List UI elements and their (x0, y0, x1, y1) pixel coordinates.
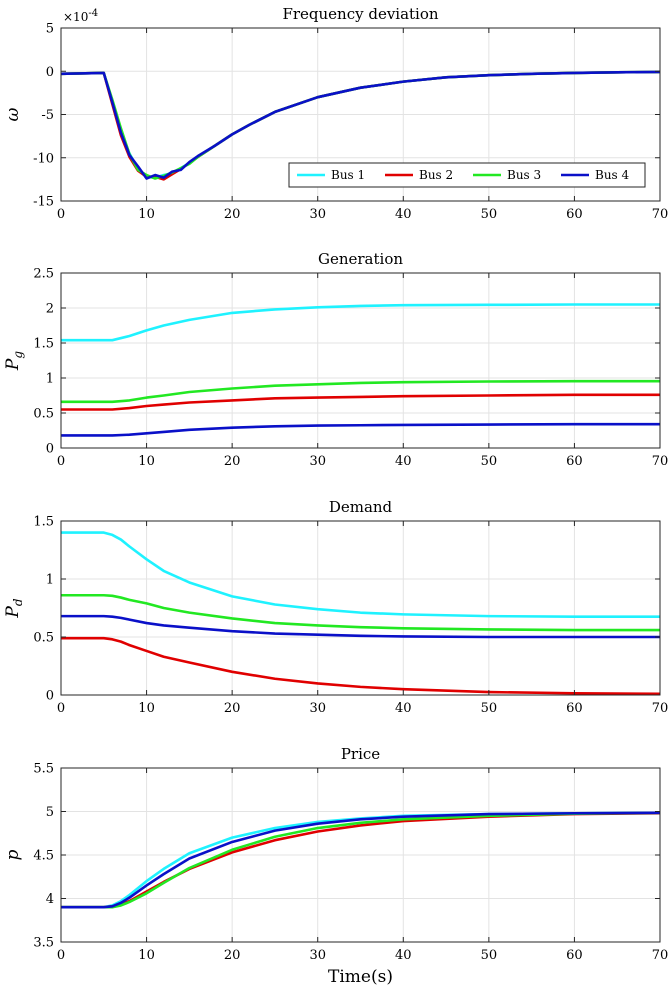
x-tick-label: 10 (138, 701, 155, 716)
x-tick-label: 60 (566, 454, 583, 469)
x-tick-label: 40 (395, 701, 412, 716)
y-tick-label: 5 (46, 22, 54, 37)
y-tick-label: 0.5 (33, 407, 54, 422)
y-tick-label: 2 (46, 302, 54, 317)
y-tick-label: -15 (33, 195, 54, 210)
y-axis-label: Pg (3, 351, 25, 371)
series-line-bus-4 (61, 70, 660, 180)
y-tick-label: -5 (41, 108, 54, 123)
x-tick-label: 30 (309, 454, 326, 469)
legend-label-bus-2: Bus 2 (419, 168, 453, 182)
x-tick-label: 40 (395, 454, 412, 469)
y-tick-label: 1.5 (33, 337, 54, 352)
x-tick-label: 70 (652, 207, 668, 222)
x-tick-label: 0 (57, 207, 65, 222)
series-line-bus-1 (61, 531, 660, 619)
chart-panel-1: 0 10 20 30 40 50 60 70 -15 -10 -5 0 5 Frequency devia… (3, 5, 668, 222)
x-tick-label: 30 (309, 948, 326, 963)
y-tick-label: 0.5 (33, 631, 54, 646)
chart-title: Price (341, 745, 380, 763)
plot-area (61, 521, 660, 695)
x-tick-label: 50 (481, 207, 498, 222)
series-line-bus-3 (61, 811, 660, 909)
series-line-bus-3 (61, 593, 660, 632)
x-tick-label: 30 (309, 701, 326, 716)
chart-panel-4: 0 10 20 30 40 50 60 70 3.5 4 4.5 5 5.5 Price p Time(s) (3, 745, 668, 987)
y-tick-label: 5 (46, 805, 54, 820)
x-tick-label: 20 (224, 207, 241, 222)
y-tick-label: 5.5 (33, 762, 54, 777)
y-tick-label: 3.5 (33, 936, 54, 951)
x-tick-label: 0 (57, 454, 65, 469)
legend: Bus 1 Bus 2 Bus 3 Bus 4 (288, 162, 646, 188)
y-axis-label: Pd (3, 598, 25, 618)
y-tick-label: 0 (46, 689, 54, 704)
x-tick-label: 50 (481, 701, 498, 716)
axis-multiplier: ×10-4 (63, 8, 98, 24)
legend-label-bus-4: Bus 4 (595, 168, 630, 182)
x-tick-label: 70 (652, 701, 668, 716)
x-tick-label: 70 (652, 948, 668, 963)
x-axis-label: Time(s) (328, 967, 393, 987)
series-line-bus-4 (61, 614, 660, 639)
x-tick-label: 20 (224, 948, 241, 963)
chart-title: Demand (329, 498, 393, 516)
chart-panel-2: 0 10 20 30 40 50 60 70 0 0.5 1 1.5 2 2.5 Generation Pg (3, 250, 668, 469)
y-tick-label: -10 (33, 151, 54, 166)
x-tick-label: 60 (566, 207, 583, 222)
legend-label-bus-3: Bus 3 (507, 168, 541, 182)
series-line-bus-2 (61, 393, 660, 411)
x-tick-label: 0 (57, 701, 65, 716)
y-tick-label: 4 (46, 892, 54, 907)
x-tick-label: 10 (138, 207, 155, 222)
series-line-bus-1 (61, 303, 660, 342)
y-tick-label: 0 (46, 442, 54, 457)
x-tick-label: 50 (481, 454, 498, 469)
x-tick-label: 40 (395, 207, 412, 222)
y-tick-label: 2.5 (33, 267, 54, 282)
axes-box (60, 520, 661, 696)
chart-panel-3: 0 10 20 30 40 50 60 70 0 0.5 1 1.5 Demand Pd (3, 498, 668, 716)
legend-label-bus-1: Bus 1 (331, 168, 365, 182)
y-tick-label: 1 (46, 372, 54, 387)
x-tick-label: 50 (481, 948, 498, 963)
x-tick-label: 60 (566, 948, 583, 963)
series-line-bus-2 (61, 636, 660, 695)
y-axis-label: p (3, 849, 23, 860)
chart-title: Generation (318, 250, 403, 268)
chart-title: Frequency deviation (282, 5, 438, 23)
x-tick-label: 10 (138, 948, 155, 963)
x-tick-label: 40 (395, 948, 412, 963)
y-tick-label: 4.5 (33, 849, 54, 864)
x-tick-label: 60 (566, 701, 583, 716)
series-line-bus-4 (61, 422, 660, 437)
axes-box (60, 272, 661, 449)
y-tick-label: 0 (46, 65, 54, 80)
series-line-bus-3 (61, 379, 660, 404)
y-axis-label: ω (3, 107, 23, 121)
series-line-bus-4 (61, 811, 660, 909)
x-tick-label: 20 (224, 701, 241, 716)
plot-area (61, 273, 660, 448)
x-tick-label: 10 (138, 454, 155, 469)
x-tick-label: 0 (57, 948, 65, 963)
x-tick-label: 70 (652, 454, 668, 469)
x-tick-label: 30 (309, 207, 326, 222)
y-tick-label: 1.5 (33, 515, 54, 530)
x-tick-label: 20 (224, 454, 241, 469)
y-tick-label: 1 (46, 573, 54, 588)
